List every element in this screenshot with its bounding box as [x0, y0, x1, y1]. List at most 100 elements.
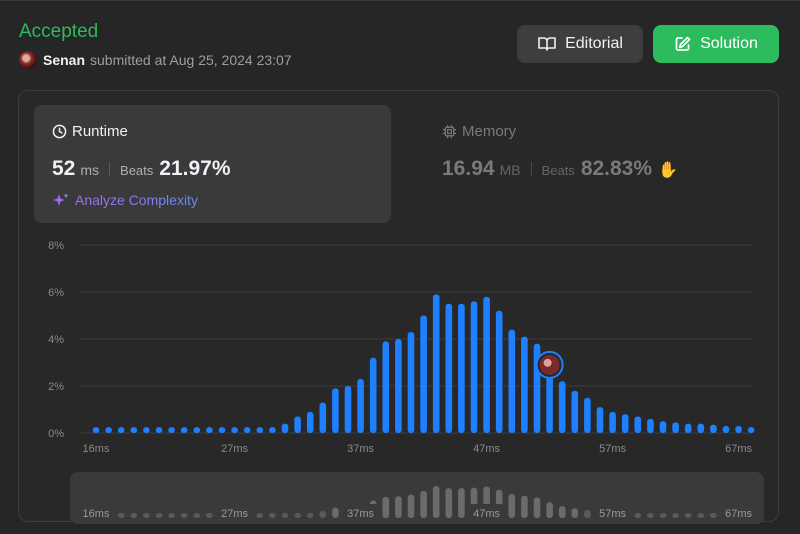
- runtime-beats-value: 21.97%: [159, 157, 231, 180]
- chart-bar[interactable]: [130, 427, 138, 433]
- chart-bar[interactable]: [521, 336, 528, 433]
- navigator-label-bg: [592, 504, 633, 520]
- navigator-bar: [407, 494, 415, 518]
- navigator-bar: [521, 495, 528, 518]
- chart-bar[interactable]: [697, 423, 705, 433]
- chart-bar[interactable]: [206, 427, 213, 433]
- chart-bar[interactable]: [294, 416, 301, 433]
- chart-bar[interactable]: [445, 303, 453, 433]
- chart-range-navigator[interactable]: 16ms 27ms 37ms 47ms 57ms 67ms: [70, 472, 764, 524]
- memory-title: Memory: [442, 123, 516, 140]
- memory-title-label: Memory: [462, 123, 517, 140]
- navigator-bar: [206, 513, 213, 518]
- x-tick-label: 47ms: [473, 443, 500, 455]
- chart-bar[interactable]: [647, 418, 654, 433]
- navigator-bar: [281, 513, 289, 518]
- chart-bar[interactable]: [231, 427, 238, 433]
- user-avatar[interactable]: [19, 51, 37, 69]
- chart-bar[interactable]: [117, 427, 125, 433]
- navigator-bar: [180, 513, 188, 518]
- chart-bar[interactable]: [243, 427, 251, 433]
- chart-bar[interactable]: [684, 423, 692, 433]
- x-tick-label: 67ms: [725, 443, 752, 455]
- chart-bar[interactable]: [332, 388, 339, 433]
- chart-bar[interactable]: [193, 427, 201, 433]
- chart-bar[interactable]: [558, 381, 566, 433]
- chart-bar[interactable]: [609, 411, 616, 433]
- clock-icon: [52, 124, 67, 139]
- x-tick-label: 37ms: [347, 443, 374, 455]
- chart-bar[interactable]: [571, 390, 579, 433]
- chart-bar[interactable]: [458, 303, 465, 433]
- chart-bar[interactable]: [508, 329, 516, 433]
- chart-bar[interactable]: [155, 427, 163, 433]
- runtime-title: Runtime: [52, 123, 128, 140]
- chart-bar[interactable]: [747, 427, 755, 433]
- chart-bar[interactable]: [710, 424, 717, 433]
- runtime-unit: ms: [80, 162, 100, 178]
- analyze-complexity-link[interactable]: Analyze Complexity: [52, 192, 198, 208]
- chart-bar[interactable]: [382, 341, 390, 433]
- editorial-label: Editorial: [565, 35, 623, 52]
- navigator-bar: [143, 513, 150, 518]
- chart-bar[interactable]: [596, 407, 604, 433]
- chart-bar[interactable]: [105, 427, 112, 433]
- chart-bar[interactable]: [281, 423, 289, 433]
- chart-bar[interactable]: [420, 315, 427, 434]
- chart-bar[interactable]: [369, 357, 377, 433]
- chart-bar[interactable]: [395, 339, 402, 433]
- submitted-time: submitted at Aug 25, 2024 23:07: [90, 52, 292, 68]
- chart-bar[interactable]: [357, 378, 364, 433]
- clap-icon: ✋: [658, 162, 678, 179]
- navigator-bar: [684, 513, 692, 518]
- edit-icon: [675, 36, 691, 51]
- navigator-bar: [395, 496, 402, 518]
- chart-bar[interactable]: [306, 411, 314, 433]
- memory-beats-label: Beats: [541, 163, 575, 178]
- chart-bar[interactable]: [180, 427, 188, 433]
- memory-value: 16.94: [442, 157, 495, 180]
- navigator-bar: [130, 513, 138, 518]
- chart-bar[interactable]: [483, 296, 490, 433]
- chart-bar[interactable]: [143, 427, 150, 433]
- chart-bar[interactable]: [672, 422, 679, 433]
- chart-bar[interactable]: [659, 421, 667, 433]
- username-link[interactable]: Senan: [43, 52, 86, 68]
- chart-bar[interactable]: [168, 427, 175, 433]
- chart-bar[interactable]: [319, 402, 327, 433]
- chart-bar[interactable]: [432, 294, 440, 433]
- runtime-distribution-chart[interactable]: 0% 2% 4% 6% 8% 16ms 27ms 37ms 47ms 57ms 67ms: [0, 230, 800, 462]
- runtime-card[interactable]: Runtime 52 ms Beats 21.97% Analyze Compl…: [34, 105, 391, 223]
- navigator-bar: [546, 502, 553, 518]
- chart-bar[interactable]: [344, 386, 352, 433]
- memory-unit: MB: [499, 162, 521, 178]
- chart-bar[interactable]: [621, 414, 629, 433]
- editorial-button[interactable]: Editorial: [517, 25, 643, 63]
- solution-button[interactable]: Solution: [653, 25, 779, 63]
- chart-bar[interactable]: [407, 331, 415, 433]
- chart-bar[interactable]: [269, 427, 276, 433]
- memory-card[interactable]: Memory 16.94 MB Beats 82.83% ✋: [424, 105, 764, 223]
- navigator-bar: [659, 513, 667, 518]
- chart-bar[interactable]: [470, 301, 478, 433]
- stat-divider: [530, 162, 532, 176]
- runtime-title-label: Runtime: [72, 123, 128, 140]
- navigator-bar: [420, 490, 427, 518]
- chart-bar[interactable]: [735, 425, 742, 433]
- chart-bar[interactable]: [495, 310, 503, 433]
- navigator-label-bg: [76, 504, 116, 520]
- chart-bar[interactable]: [218, 427, 226, 433]
- chart-bar[interactable]: [722, 425, 730, 433]
- chart-bar[interactable]: [256, 427, 264, 433]
- navigator-bar: [382, 496, 390, 518]
- chart-bar[interactable]: [634, 416, 642, 433]
- navigator-bar: [508, 494, 516, 518]
- chart-bar[interactable]: [546, 364, 553, 433]
- y-tick-label: 8%: [48, 240, 64, 252]
- navigator-bar: [168, 513, 175, 518]
- top-divider: [0, 0, 800, 1]
- chart-bar[interactable]: [584, 397, 591, 433]
- runtime-stat: 52 ms Beats 21.97%: [52, 157, 231, 181]
- chart-bar[interactable]: [92, 427, 100, 433]
- navigator-label-bg: [718, 504, 759, 520]
